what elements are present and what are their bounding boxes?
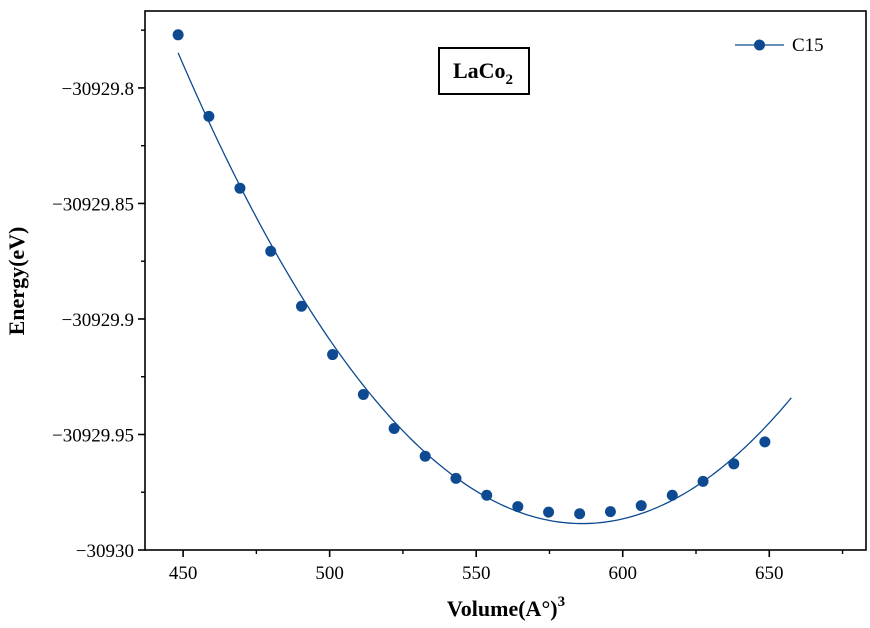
annotation-main: LaCo bbox=[453, 58, 506, 83]
series-c15-point bbox=[327, 349, 339, 361]
legend-marker bbox=[754, 39, 765, 51]
series-c15-point bbox=[265, 245, 277, 257]
series-c15-point bbox=[697, 475, 709, 487]
series-c15-point bbox=[543, 506, 555, 518]
series-c15-point bbox=[388, 422, 400, 434]
legend-label: C15 bbox=[792, 35, 824, 56]
x-axis-title-superscript: 3 bbox=[558, 594, 566, 610]
y-tick-label: −30929.95 bbox=[52, 425, 134, 446]
series-c15-point bbox=[512, 501, 524, 513]
x-tick-label: 450 bbox=[169, 563, 198, 584]
y-tick-label: −30929.8 bbox=[62, 79, 134, 100]
series-c15-point bbox=[234, 182, 246, 194]
x-tick-label: 550 bbox=[462, 563, 491, 584]
x-axis-title: Volume(A°)3 bbox=[447, 594, 565, 621]
series-c15-point bbox=[450, 472, 462, 484]
y-axis-title: Energy(eV) bbox=[4, 227, 29, 336]
series-c15-point bbox=[419, 450, 431, 462]
x-tick-label: 650 bbox=[755, 563, 784, 584]
y-tick-label: −30930 bbox=[76, 541, 134, 562]
series-c15-point bbox=[635, 500, 647, 512]
legend: C15 bbox=[735, 35, 824, 56]
series-c15-fit-line bbox=[177, 52, 792, 525]
series-c15-point bbox=[666, 489, 678, 501]
x-tick-label: 500 bbox=[315, 563, 344, 584]
plot-frame bbox=[144, 10, 867, 551]
series-c15-point bbox=[728, 458, 740, 470]
x-tick-label: 600 bbox=[608, 563, 637, 584]
series-c15-point bbox=[604, 506, 616, 518]
y-tick-label: −30929.85 bbox=[52, 194, 134, 215]
annotation-text: LaCo2 bbox=[453, 58, 513, 88]
x-axis-title-main: Volume(A°) bbox=[447, 596, 558, 621]
series-c15-point bbox=[172, 29, 184, 41]
series-c15-point bbox=[759, 436, 771, 448]
series-c15-point bbox=[203, 110, 215, 122]
series-c15-point bbox=[481, 489, 493, 501]
series-c15-point bbox=[357, 389, 369, 401]
annotation-border bbox=[438, 47, 530, 95]
series-c15-point bbox=[296, 300, 308, 312]
series-c15-point bbox=[574, 508, 586, 520]
annotation-box: LaCo2 bbox=[438, 47, 530, 95]
annotation-subscript: 2 bbox=[506, 72, 514, 88]
y-tick-label: −30929.9 bbox=[62, 310, 134, 331]
